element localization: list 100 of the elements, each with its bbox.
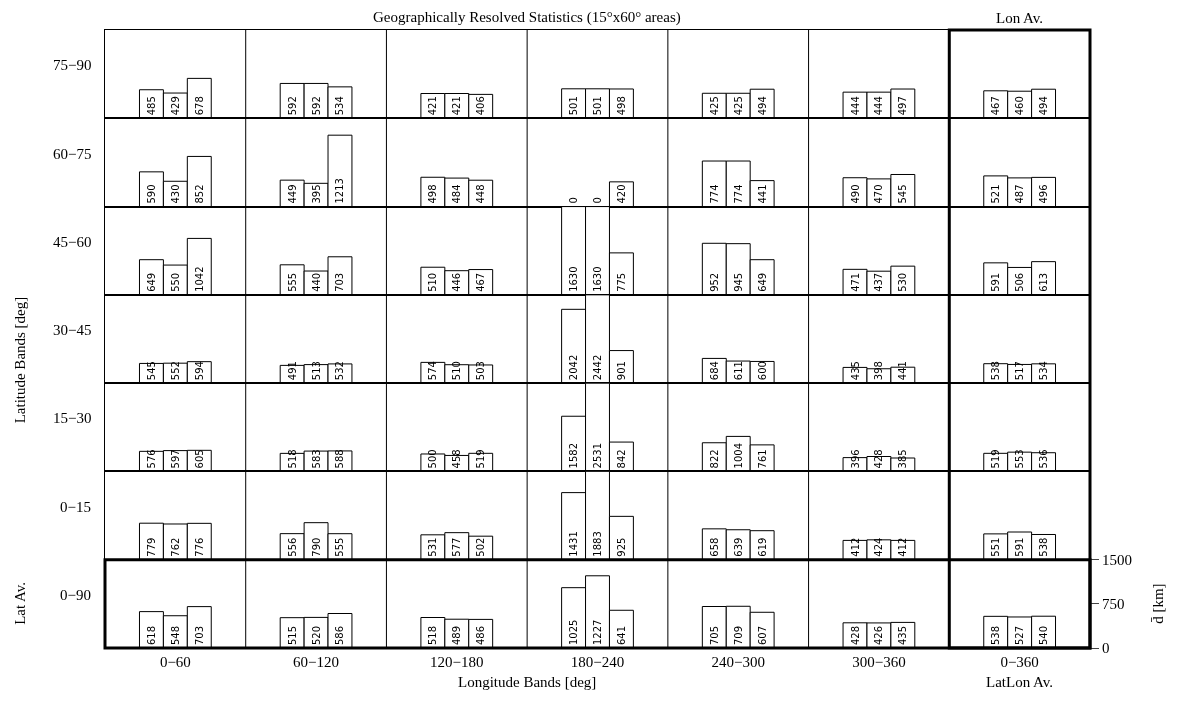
data-label: 424 — [873, 537, 885, 557]
data-label: 925 — [615, 537, 627, 557]
data-label: 435 — [849, 361, 861, 381]
data-label: 705 — [708, 625, 720, 645]
data-label: 552 — [169, 361, 181, 381]
data-label: 0 — [568, 197, 580, 204]
data-label: 520 — [310, 625, 322, 645]
data-label: 430 — [169, 184, 181, 204]
x-tick-label: 120−180 — [430, 654, 484, 670]
data-label: 822 — [708, 449, 720, 469]
data-label: 1042 — [193, 266, 205, 292]
data-label: 441 — [897, 361, 909, 381]
data-label: 1004 — [732, 442, 744, 469]
data-label: 555 — [286, 272, 298, 292]
data-label: 494 — [756, 96, 768, 116]
data-label: 437 — [873, 272, 885, 292]
data-label: 775 — [615, 272, 627, 292]
chart-title: Geographically Resolved Statistics (15°x60° areas) — [373, 9, 681, 26]
data-label: 446 — [451, 272, 463, 292]
data-label: 2042 — [568, 354, 580, 381]
data-label: 486 — [475, 625, 487, 645]
data-label: 536 — [1038, 449, 1050, 469]
data-label: 1025 — [568, 619, 580, 645]
x-tick-label: 0−60 — [159, 654, 191, 670]
data-label: 1213 — [334, 178, 346, 204]
data-label: 641 — [615, 625, 627, 645]
data-label: 619 — [756, 537, 768, 557]
data-label: 658 — [708, 537, 720, 557]
data-label: 776 — [193, 537, 205, 557]
data-label: 412 — [897, 537, 909, 557]
data-label: 534 — [1038, 361, 1050, 381]
text: 75−90 — [53, 57, 92, 73]
data-label: 489 — [451, 625, 463, 645]
text: LatLon Av. — [986, 674, 1054, 690]
data-label: 592 — [310, 96, 322, 116]
data-label: 790 — [310, 537, 322, 557]
y-tick-label: 0 — [1102, 640, 1110, 657]
data-label: 594 — [193, 361, 205, 381]
data-label: 649 — [145, 272, 157, 292]
data-label: 494 — [1038, 96, 1050, 116]
data-label: 577 — [451, 537, 463, 557]
data-label: 538 — [990, 361, 1002, 381]
data-label: 591 — [990, 272, 1002, 292]
data-label: 1582 — [568, 442, 580, 469]
data-label: 779 — [145, 537, 157, 557]
data-label: 852 — [193, 184, 205, 204]
data-label: 406 — [475, 96, 487, 116]
data-label: 649 — [756, 272, 768, 292]
data-label: 420 — [615, 184, 627, 204]
data-label: 519 — [990, 449, 1002, 469]
data-label: 639 — [732, 537, 744, 557]
data-label: 449 — [286, 184, 298, 204]
data-label: 548 — [169, 625, 181, 645]
data-label: 485 — [145, 96, 157, 116]
data-label: 774 — [708, 184, 720, 204]
data-label: 510 — [451, 361, 463, 381]
data-label: 425 — [708, 96, 720, 116]
data-label: 534 — [334, 96, 346, 116]
data-label: 0 — [592, 197, 603, 204]
data-label: 774 — [732, 184, 744, 204]
data-label: 550 — [169, 272, 181, 292]
data-label: 395 — [310, 184, 322, 204]
data-label: 503 — [475, 361, 487, 381]
data-label: 471 — [849, 272, 861, 292]
y-axis-title: d̄ [km] — [1150, 583, 1167, 624]
text: Lon Av. — [996, 10, 1044, 26]
text: 30−45 — [53, 322, 92, 338]
data-label: 703 — [193, 625, 205, 645]
data-label: 952 — [708, 272, 720, 292]
data-label: 429 — [169, 96, 181, 116]
data-label: 761 — [756, 449, 768, 469]
data-label: 553 — [1014, 449, 1026, 469]
data-label: 521 — [990, 184, 1002, 204]
x-tick-label: 60−120 — [293, 654, 340, 670]
data-label: 396 — [849, 449, 861, 469]
data-label: 678 — [193, 96, 205, 116]
text: Lat Av. — [12, 581, 29, 625]
data-label: 519 — [475, 449, 487, 469]
x-tick-label: 300−360 — [852, 654, 906, 670]
data-label: 460 — [1014, 96, 1026, 116]
data-label: 441 — [756, 184, 768, 204]
data-label: 588 — [334, 449, 346, 469]
data-label: 458 — [451, 449, 463, 469]
data-label: 684 — [708, 361, 720, 381]
data-label: 426 — [873, 625, 885, 645]
data-label: 467 — [475, 272, 487, 292]
data-label: 440 — [310, 272, 322, 292]
data-label: 607 — [756, 625, 768, 645]
data-label: 1630 — [568, 266, 580, 292]
data-label: 762 — [169, 537, 181, 557]
data-label: 501 — [592, 96, 603, 116]
data-label: 605 — [193, 449, 205, 469]
data-label: 538 — [990, 625, 1002, 645]
data-label: 591 — [1014, 537, 1026, 557]
data-label: 385 — [897, 449, 909, 469]
data-label: 842 — [615, 449, 627, 469]
data-label: 2442 — [592, 354, 603, 381]
data-label: 1883 — [592, 531, 603, 557]
data-label: 498 — [427, 184, 439, 204]
data-label: 435 — [897, 625, 909, 645]
